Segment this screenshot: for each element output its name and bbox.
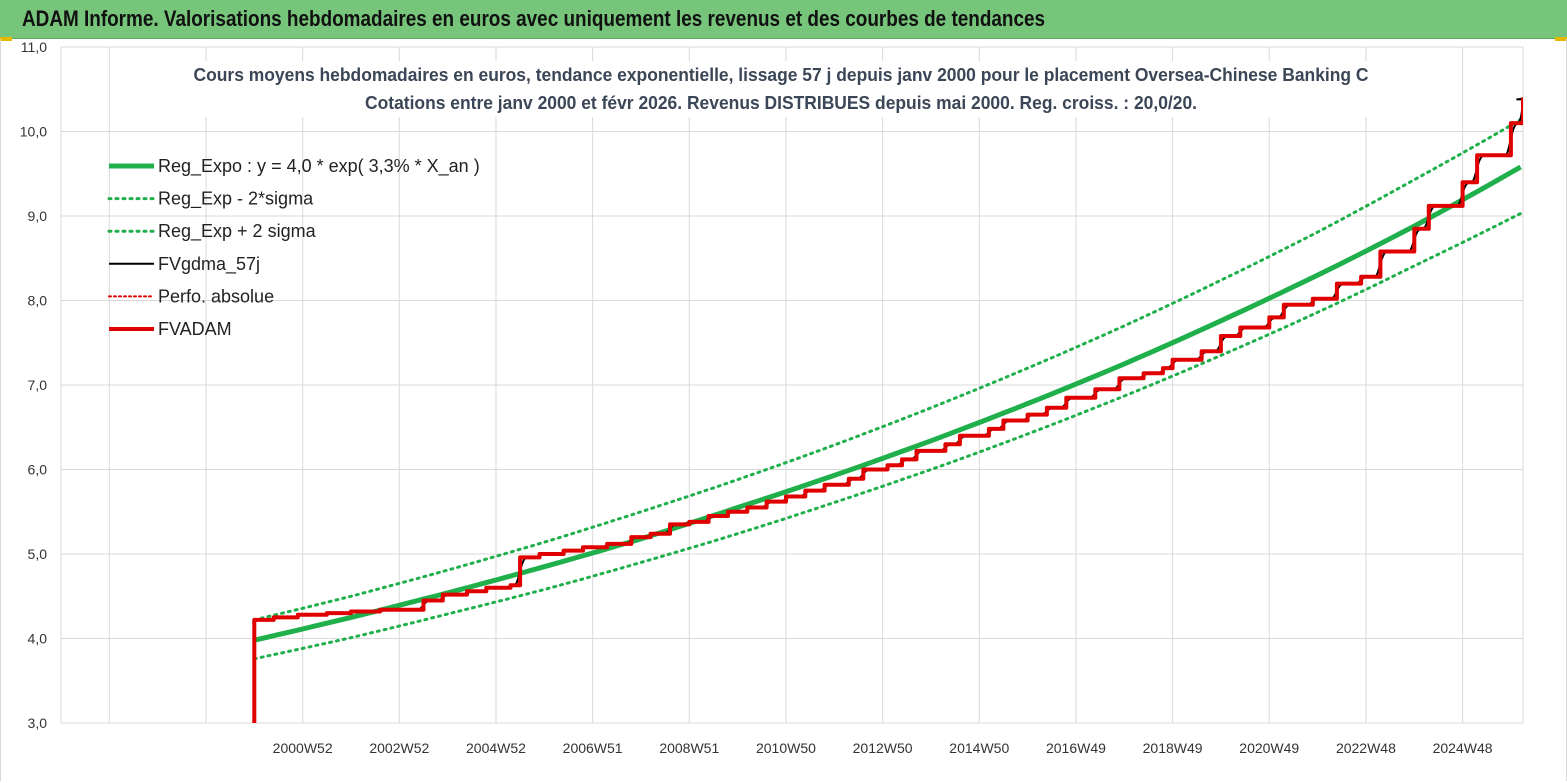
x-tick-label: 2010W50 [756,740,816,756]
x-tick-label: 2020W49 [1239,740,1299,756]
grid [60,46,1524,724]
legend: Reg_Expo : y = 4,0 * exp( 3,3% * X_an ) R… [107,156,480,339]
title-backdrop [191,61,1371,117]
x-axis: 2000W52 2002W52 2004W52 2006W51 2008W51 2010W… [273,740,1493,756]
y-tick-label: 5,0 [28,546,48,562]
series-line-fvadam [252,97,1523,723]
x-tick-label: 2002W52 [369,740,429,756]
page-title: ADAM Informe. Valorisations hebdomadaire… [22,6,1046,31]
legend-label: Reg_Exp + 2 sigma [158,221,317,242]
y-tick-label: 6,0 [28,462,48,478]
legend-label: Perfo. absolue [158,286,274,306]
x-tick-label: 2014W50 [949,740,1009,756]
series-line-reg-exp [252,118,1523,622]
y-tick-label: 8,0 [28,293,48,309]
y-tick-label: 9,0 [28,208,48,224]
x-tick-label: 2006W51 [563,740,623,756]
x-tick-label: 2008W51 [659,740,719,756]
legend-label: Reg_Expo : y = 4,0 * exp( 3,3% * X_an ) [158,156,480,177]
x-tick-label: 2022W48 [1336,740,1396,756]
corner-tick-right [1555,37,1567,41]
y-tick-label: 3,0 [28,715,48,731]
x-tick-label: 2012W50 [853,740,913,756]
legend-label: FVgdma_57j [158,254,260,275]
chart-title: Cours moyens hebdomadaires en euros, ten… [194,65,1369,85]
legend-label: Reg_Exp - 2*sigma [158,189,314,210]
x-tick-label: 2024W48 [1433,740,1493,756]
legend-label: FVADAM [158,319,232,339]
series-line-perfo- [253,96,1523,723]
series-line-reg-exp [252,212,1523,661]
y-tick-label: 4,0 [28,631,48,647]
y-tick-label: 7,0 [28,377,48,393]
series-line-fvgdma-57j [253,97,1523,723]
x-tick-label: 2004W52 [466,740,526,756]
x-tick-label: 2016W49 [1046,740,1106,756]
x-tick-label: 2000W52 [273,740,333,756]
y-tick-label: 11,0 [21,39,47,55]
x-tick-label: 2018W49 [1143,740,1203,756]
series-line-reg-expo [253,164,1522,643]
series-group [252,96,1523,723]
y-tick-label: 10,0 [20,124,47,140]
chart-subtitle: Cotations entre janv 2000 et févr 2026. … [365,93,1197,113]
y-axis: 3,0 4,0 5,0 6,0 7,0 8,0 9,0 10,0 11,0 [20,39,47,731]
corner-tick-left [0,37,12,41]
line-chart: 3,04,05,06,07,08,09,010,011,0 2000W52 200… [20,39,1524,756]
chart-frame: 3,0 4,0 5,0 6,0 7,0 8,0 9,0 10,0 11,0 2000W52 200… [0,39,1567,781]
header-bar: ADAM Informe. Valorisations hebdomadaire… [0,0,1567,39]
